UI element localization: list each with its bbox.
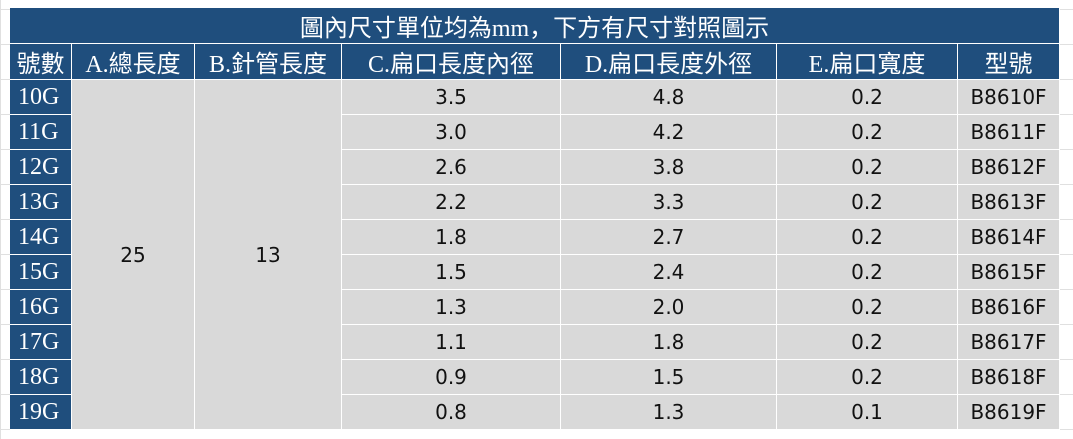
- dimension: 0.2: [777, 115, 958, 150]
- dimension: 2.0: [561, 290, 777, 325]
- dimension: 3.0: [342, 115, 561, 150]
- model: B8615F: [958, 255, 1060, 290]
- dimension: 0.2: [777, 80, 958, 115]
- dimension: 1.1: [342, 325, 561, 360]
- dimension: 0.9: [342, 360, 561, 395]
- gauge: 16G: [10, 290, 72, 325]
- dimension: 3.3: [561, 185, 777, 220]
- dimension: 1.8: [561, 325, 777, 360]
- dimension: 2.2: [342, 185, 561, 220]
- model: B8610F: [958, 80, 1060, 115]
- model: B8613F: [958, 185, 1060, 220]
- dimension: 3.8: [561, 150, 777, 185]
- dimension: 3.5: [342, 80, 561, 115]
- dimension: 0.8: [342, 395, 561, 430]
- model: B8618F: [958, 360, 1060, 395]
- dimension: 1.5: [342, 255, 561, 290]
- column-header: C.扁口長度內徑: [342, 44, 561, 80]
- model: B8611F: [958, 115, 1060, 150]
- dimension: 0.1: [777, 395, 958, 430]
- column-header: A.總長度: [72, 44, 195, 80]
- dimension: 2.4: [561, 255, 777, 290]
- dimension: 2.6: [342, 150, 561, 185]
- column-header: E.扁口寬度: [777, 44, 958, 80]
- gauge: 19G: [10, 395, 72, 430]
- dimension: 0.2: [777, 150, 958, 185]
- dimension: 1.3: [342, 290, 561, 325]
- dimension: 0.2: [777, 325, 958, 360]
- gauge: 17G: [10, 325, 72, 360]
- dimension: 2.7: [561, 220, 777, 255]
- title: 圖內尺寸單位均為mm，下方有尺寸對照圖示: [10, 8, 1060, 44]
- model: B8617F: [958, 325, 1060, 360]
- needle-length: 13: [195, 80, 342, 430]
- dimension: 0.2: [777, 220, 958, 255]
- gauge: 18G: [10, 360, 72, 395]
- model: B8619F: [958, 395, 1060, 430]
- column-header: 型號: [958, 44, 1060, 80]
- gauge: 14G: [10, 220, 72, 255]
- gauge: 10G: [10, 80, 72, 115]
- dimension: 1.3: [561, 395, 777, 430]
- dimension: 1.5: [561, 360, 777, 395]
- dimension: 0.2: [777, 185, 958, 220]
- gauge: 15G: [10, 255, 72, 290]
- model: B8616F: [958, 290, 1060, 325]
- gauge: 13G: [10, 185, 72, 220]
- model: B8612F: [958, 150, 1060, 185]
- model: B8614F: [958, 220, 1060, 255]
- column-header: 號數: [10, 44, 72, 80]
- dimension: 0.2: [777, 255, 958, 290]
- total-length: 25: [72, 80, 195, 430]
- column-header: D.扁口長度外徑: [561, 44, 777, 80]
- gauge: 12G: [10, 150, 72, 185]
- dimension: 0.2: [777, 290, 958, 325]
- column-header: B.針管長度: [195, 44, 342, 80]
- dimension: 4.2: [561, 115, 777, 150]
- dimension: 4.8: [561, 80, 777, 115]
- dimension: 1.8: [342, 220, 561, 255]
- dimension: 0.2: [777, 360, 958, 395]
- gauge: 11G: [10, 115, 72, 150]
